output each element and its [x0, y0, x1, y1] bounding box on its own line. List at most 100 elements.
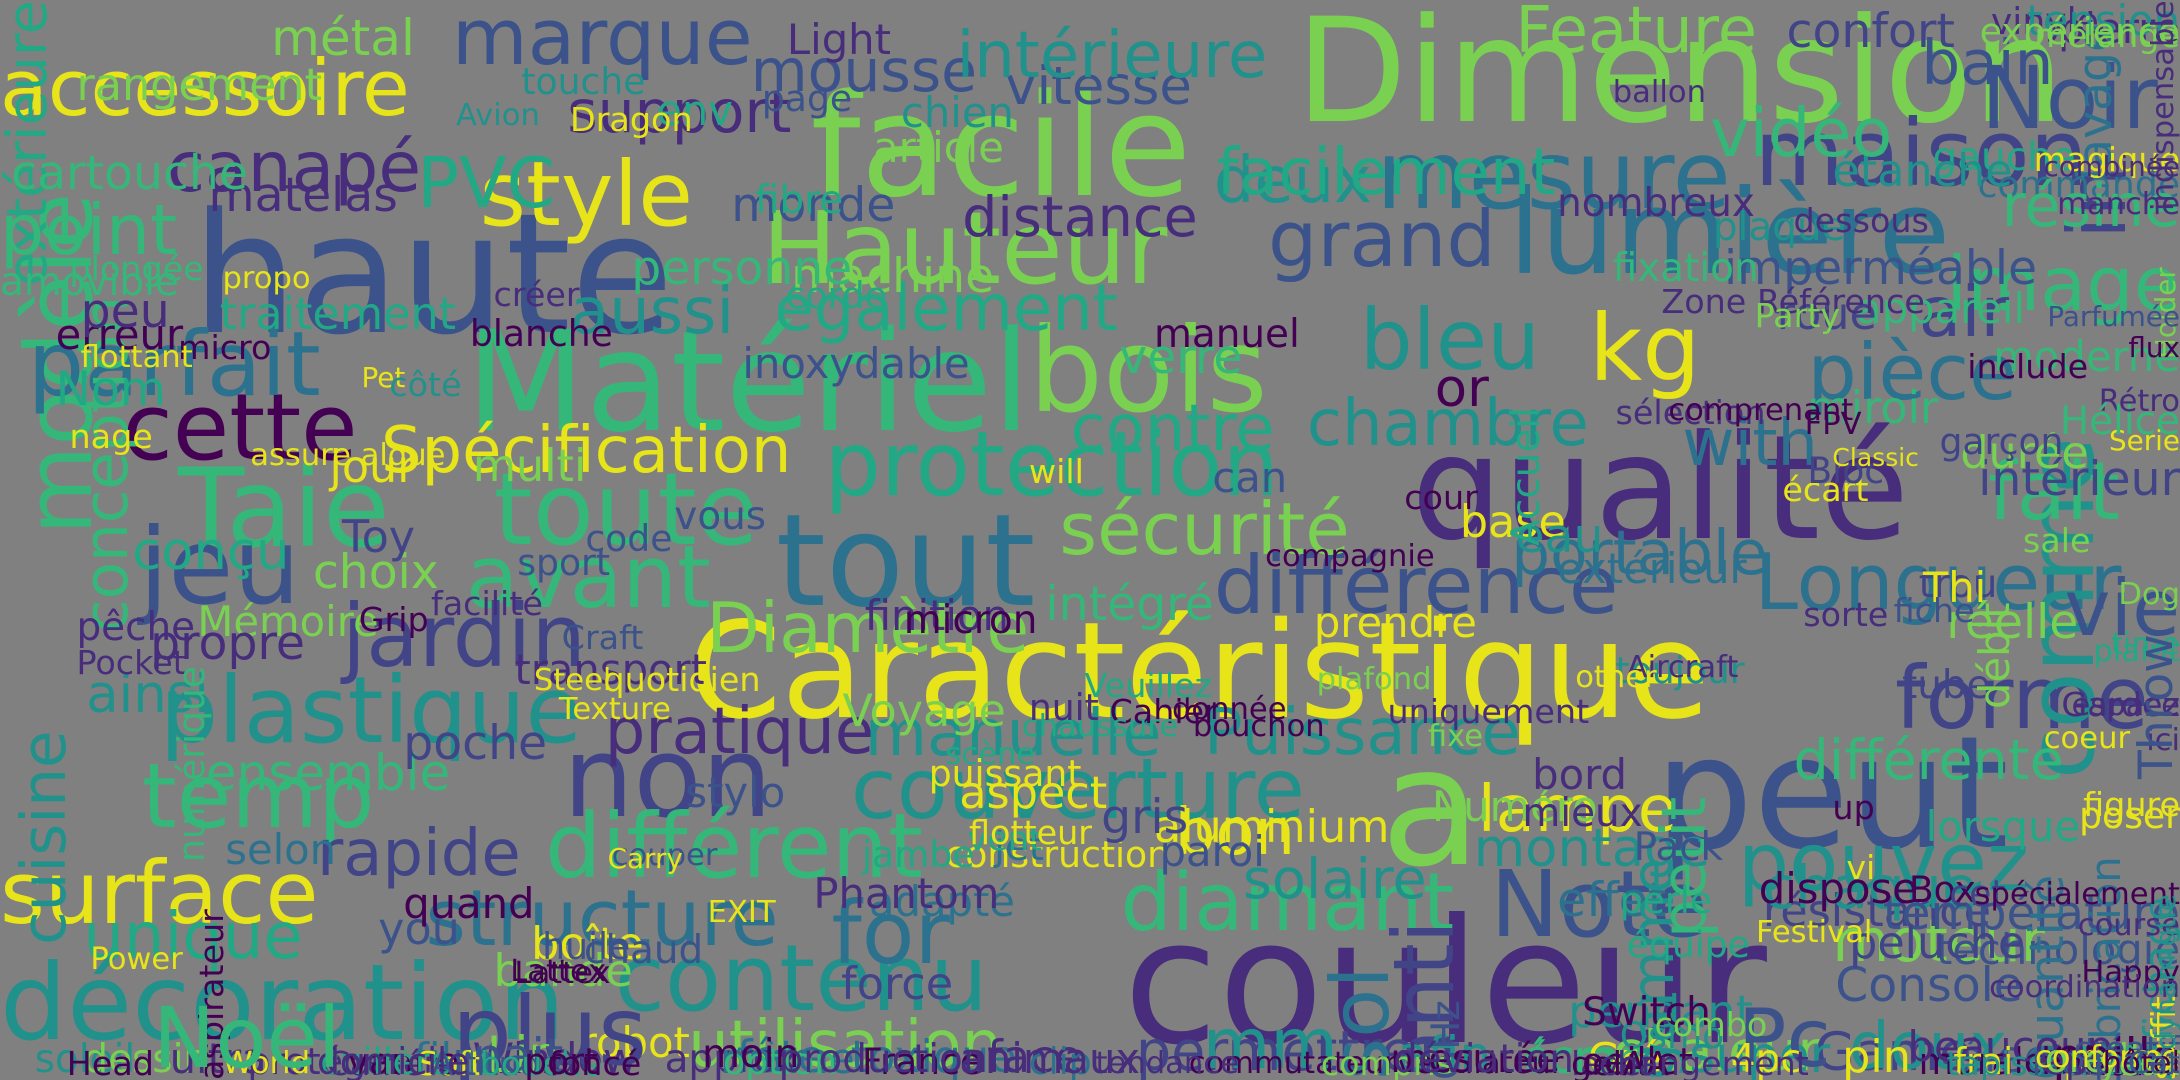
word-non: non — [563, 713, 773, 843]
word-moin: moin — [702, 1031, 800, 1077]
word-maison: maison — [1754, 100, 2088, 208]
word-grand: grand — [1267, 194, 1496, 285]
word-micro: micro — [177, 327, 272, 367]
word-protection: protection — [824, 411, 1279, 516]
word-ideal: idéal — [2040, 1039, 2129, 1080]
word-bouchon: bouchon — [1192, 708, 1325, 744]
word-facilite: facilité — [430, 583, 543, 623]
word-pet: Pet — [361, 361, 406, 395]
word-course: course — [2077, 907, 2180, 943]
word-force: force — [841, 959, 954, 1011]
word-cahier: Cahier — [1109, 692, 1218, 732]
word-toute: toute — [493, 451, 759, 569]
word-mieux: mieux — [1522, 791, 1643, 837]
word-approx: approx — [664, 1037, 799, 1080]
word-phantom: Phantom — [813, 869, 1000, 919]
word-cette: cette — [122, 374, 358, 482]
word-cat: Cat — [2127, 1046, 2180, 1080]
word-oeillet: oeillet — [1582, 1039, 1693, 1080]
word-dog: Dog — [2118, 576, 2180, 612]
word-perle: perle — [1619, 878, 1712, 922]
word-kg: kg — [1589, 295, 1701, 403]
word-dispose: dispose — [1758, 863, 1918, 913]
word-montage: montage — [1473, 818, 1711, 880]
word-point: point — [0, 190, 178, 272]
word-sorte: sorte — [1803, 594, 1889, 634]
word-maxi: maxi — [2104, 1046, 2180, 1080]
word-peu: peu — [80, 283, 170, 339]
word-plastique: plastique — [159, 656, 582, 764]
word-will: will — [1028, 451, 1084, 491]
word-chaud: chaud — [583, 927, 704, 973]
word-game: Game — [1814, 1022, 1972, 1080]
word-diametre: Diamètre — [706, 587, 1030, 669]
word-marque: marque — [451, 0, 753, 83]
word-technologie: technologie — [1935, 924, 2180, 974]
word-chassis: châssis — [2038, 1037, 2180, 1080]
word-donnee: donnée — [1172, 692, 1287, 728]
word-for: for — [831, 884, 950, 985]
word-resistance: résistance — [1762, 885, 1991, 937]
word-contenu: contenu — [614, 924, 988, 1032]
word-image: image — [1946, 240, 2180, 329]
word-eau: eau — [1515, 509, 1604, 565]
word-lampe: lampe — [1477, 772, 1678, 847]
word-lumiere: lumière — [1508, 165, 1951, 302]
word-chaussure: chaussure — [1021, 708, 1179, 744]
word-traitement: traitement — [219, 289, 457, 341]
word-monde: monde — [731, 178, 896, 234]
word-laver: laver — [1571, 1043, 1655, 1080]
word-env: env — [656, 86, 733, 136]
word-dragon: Dragon — [570, 99, 693, 139]
word-steel: Steel — [533, 662, 612, 698]
word-bloc: Bloc — [1807, 449, 1885, 493]
word-face: face — [987, 1031, 1082, 1080]
word-plus: plus — [451, 977, 648, 1080]
word-pouvez: pouvez — [1737, 816, 2030, 911]
word-dur: dur — [2114, 1037, 2180, 1080]
word-gauche: gauche — [1932, 135, 2076, 181]
word-impermeable: imperméable — [1723, 240, 2038, 296]
word-a: a — [1380, 711, 1482, 903]
word-frai: frai — [1953, 1039, 2014, 1080]
word-plafond: plafond — [1316, 661, 1432, 697]
word-comprenant: comprenant — [1668, 393, 1854, 429]
word-fete: fête — [736, 1031, 825, 1080]
word-osmo: Osmo — [1619, 1013, 1725, 1057]
word-flottant: flottant — [80, 340, 193, 376]
word-code: code — [585, 517, 673, 561]
word-plaque: plaque — [1712, 204, 1846, 250]
word-manuelle: manuelle — [864, 697, 1162, 772]
word-port: port — [524, 1039, 599, 1080]
word-effet: effet — [1557, 873, 1667, 929]
word-ecart: écart — [1782, 469, 1869, 509]
word-ainsi: ainsi — [86, 663, 209, 725]
word-fixation: fixation — [1612, 246, 1759, 292]
word-flux: flux — [2128, 330, 2180, 364]
word-choix: choix — [312, 545, 439, 601]
word-bande: bande — [493, 945, 633, 997]
word-caracteristique: Caractéristique — [688, 593, 1710, 749]
word-tension: tension — [2026, 0, 2180, 45]
word-haute: haute — [191, 177, 674, 372]
word-beaucoup: beaucoup — [1907, 1022, 2113, 1072]
word-chambre: chambre — [1306, 387, 1589, 462]
word-paroi: paroi — [1159, 827, 1265, 877]
word-blanche: blanche — [469, 311, 613, 355]
word-lorsque: lorsque — [1925, 802, 2081, 852]
word-portable: portable — [1511, 517, 1768, 589]
word-parfait: parfait — [27, 311, 321, 416]
word-stylo: stylo — [685, 767, 786, 817]
word-france: France — [861, 1039, 983, 1080]
word-time: time — [2110, 626, 2180, 662]
word-toujour: toujour — [1615, 649, 1745, 693]
word-zone: Zone Référence — [1661, 282, 1925, 321]
word-tout: tout — [775, 486, 1036, 636]
word-vous: vous — [674, 493, 767, 539]
word-manche: manche — [2057, 187, 2180, 223]
word-can: can — [1212, 453, 1288, 503]
word-include: include — [1967, 347, 2089, 387]
word-prendre: prendre — [1313, 598, 1477, 647]
word-toy: Toy — [342, 511, 416, 563]
